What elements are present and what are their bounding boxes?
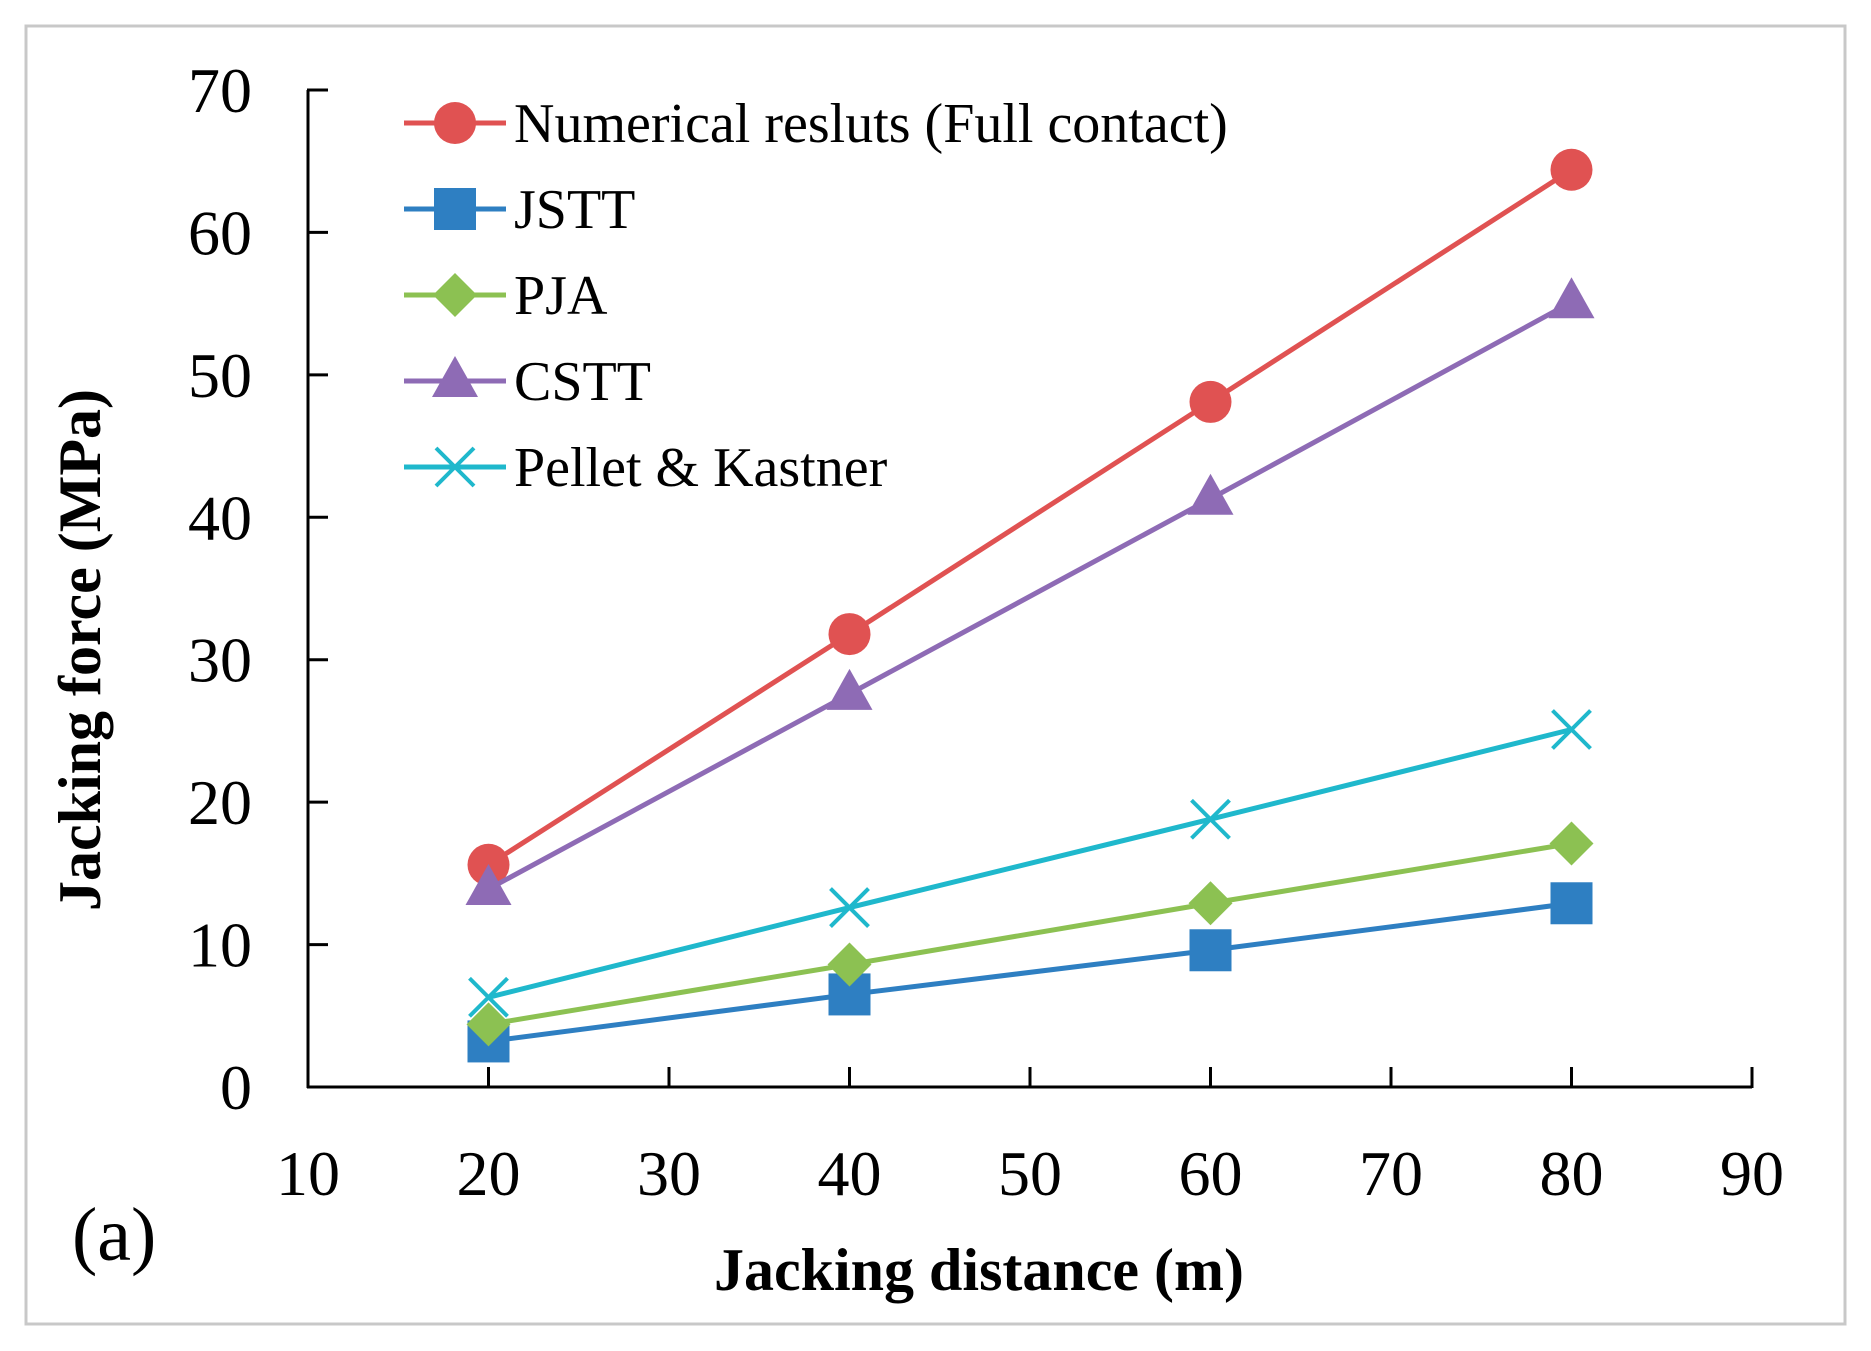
data-point [1188,881,1233,926]
figure-frame [24,24,1847,1326]
data-point [1550,882,1593,925]
legend-marker [434,188,476,230]
series-line [488,900,1572,1044]
data-point [829,887,870,928]
legend-entry: Pellet & Kastner [404,437,888,499]
data-point [828,613,871,656]
legend-entry: Numerical resluts (Full contact) [404,93,1228,155]
series-diamond [466,821,1594,1047]
data-point [1548,277,1595,319]
data-point [1189,929,1232,972]
data-point [468,976,509,1018]
legend-marker [432,356,478,397]
series-line [487,167,1573,867]
legend-label: JSTT [514,179,635,241]
x-tick-label: 60 [1179,1138,1243,1209]
legend-entry: JSTT [404,179,635,241]
x-tick-label: 10 [276,1138,340,1209]
data-point [1187,473,1234,515]
x-tick-label: 40 [818,1138,882,1209]
chart-axes: 0 10 20 30 40 50 60 70 10 20 30 40 50 60 70 80 90 [188,55,1784,1209]
y-tick-label: 10 [188,910,252,981]
y-tick-label: 0 [220,1052,252,1123]
y-tick-label: 50 [188,340,252,411]
series-line [488,840,1572,1027]
x-tick-label: 20 [457,1138,521,1209]
x-tick-label: 70 [1359,1138,1423,1209]
x-tick-label: 50 [998,1138,1062,1209]
y-tick-label: 30 [188,625,252,696]
data-point [1550,148,1593,191]
legend-label: CSTT [514,351,651,413]
x-tick-label: 80 [1540,1138,1604,1209]
legend-marker [434,102,476,144]
y-tick-label: 70 [188,55,252,126]
panel-label: (a) [72,1193,156,1277]
data-point [827,942,872,987]
data-point [826,668,873,710]
data-point [1190,798,1231,840]
legend-entry: PJA [404,265,608,327]
series-triangle [465,277,1595,906]
data-point [1189,380,1232,423]
data-point [1549,821,1594,866]
legend-label: Pellet & Kastner [514,437,888,499]
data-point [466,1002,511,1047]
legend-marker [434,446,476,488]
x-axis-title: Jacking distance (m) [714,1237,1244,1303]
data-point [1551,709,1592,750]
series-line [487,727,1573,1000]
x-tick-label: 30 [637,1138,701,1209]
y-axis-title: Jacking force (MPa) [47,389,113,911]
chart-series [465,148,1595,1063]
series-x [468,709,1592,1018]
legend-label: Numerical resluts (Full contact) [514,93,1228,155]
legend-marker [433,273,477,317]
data-point [465,864,512,906]
legend-entry: CSTT [404,351,651,413]
series-square [467,882,1593,1063]
y-tick-label: 20 [188,767,252,838]
y-tick-label: 60 [188,197,252,268]
x-tick-label: 90 [1720,1138,1784,1209]
series-line [487,300,1573,892]
chart-legend: Numerical resluts (Full contact) JSTT PJA C… [404,93,1228,499]
legend-label: PJA [514,265,608,327]
y-tick-label: 40 [188,482,252,553]
